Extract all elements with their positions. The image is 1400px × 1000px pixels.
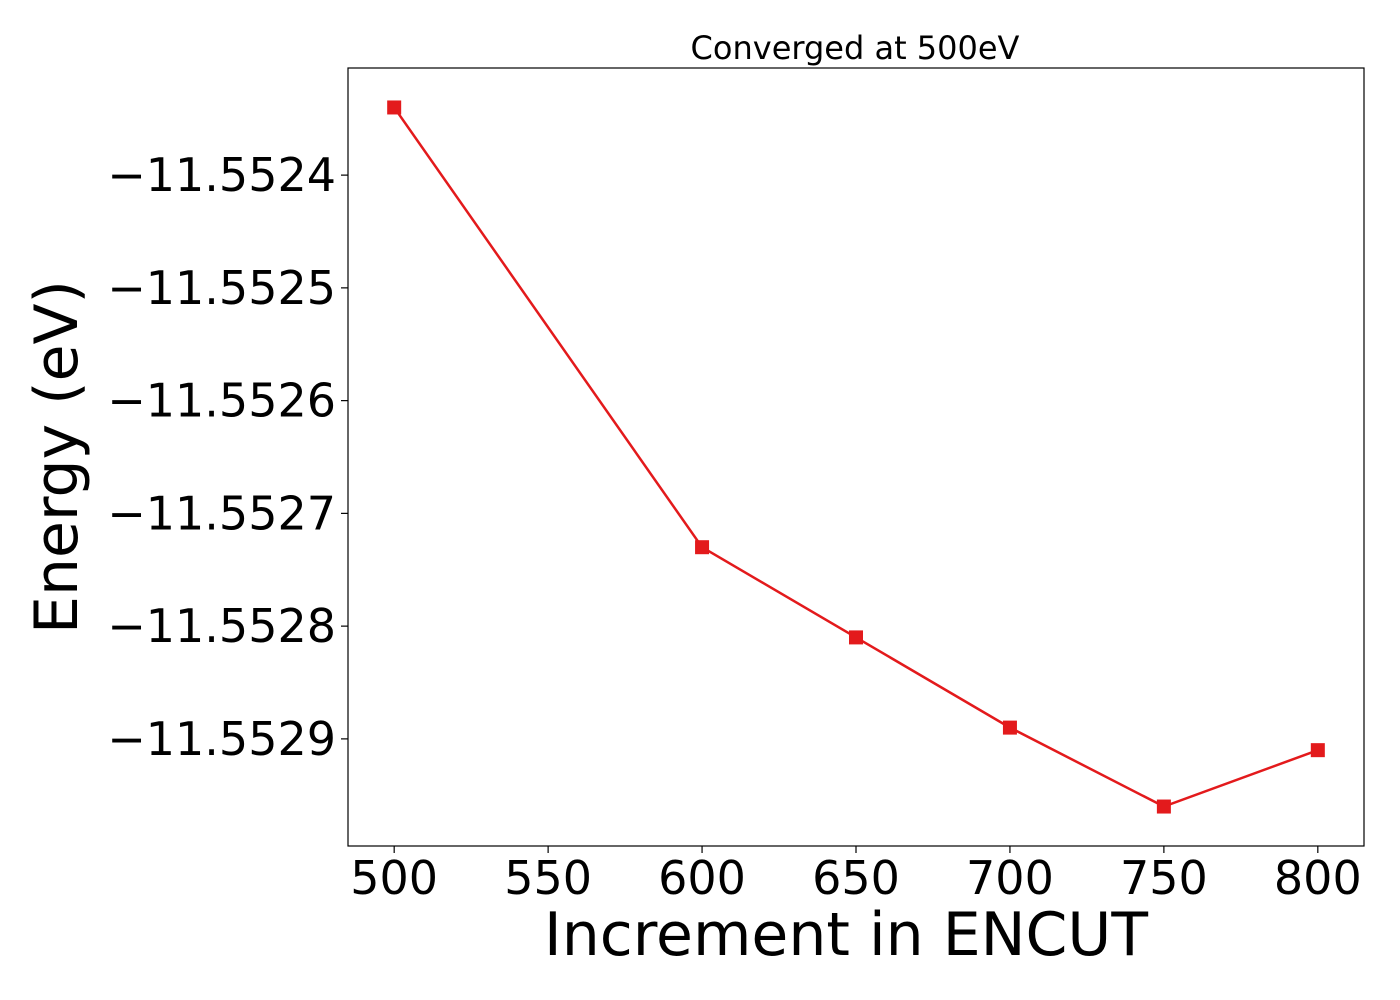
x-tick-label: 750 <box>1120 851 1208 905</box>
y-tick-label: −11.5527 <box>107 486 336 540</box>
data-point <box>695 540 710 555</box>
series-line <box>393 106 1319 808</box>
x-tick-label: 800 <box>1274 851 1362 905</box>
data-point <box>849 630 863 645</box>
data-point <box>1310 743 1325 758</box>
y-tick-label: −11.5526 <box>107 374 336 428</box>
chart-title: Converged at 500eV <box>691 29 1020 67</box>
y-axis: −11.5524 −11.5525 −11.5526 −11.5527 −11.5528… <box>107 148 348 766</box>
plot-area: 500 550 600 650 700 750 800 −11.5524−11.5525−1… <box>107 67 1365 905</box>
x-tick-label: 550 <box>504 851 592 905</box>
data-point <box>1156 799 1171 814</box>
x-tick-label: 700 <box>966 851 1054 905</box>
x-axis: 500 550 600 650 700 750 800 <box>350 846 1362 905</box>
y-axis-label: Energy (eV) <box>22 280 92 634</box>
x-axis-label: Increment in ENCUT <box>544 900 1148 970</box>
y-tick-label: −11.5528 <box>107 599 336 653</box>
data-point <box>387 100 402 115</box>
x-tick-label: 500 <box>350 851 438 905</box>
x-tick-label: 650 <box>812 851 900 905</box>
y-tick-label: −11.5525 <box>107 261 336 315</box>
y-tick-label: −11.5524 <box>107 148 336 202</box>
y-tick-label: −11.5529 <box>107 712 336 766</box>
data-point <box>1002 720 1017 735</box>
x-tick-label: 600 <box>658 851 746 905</box>
axes-frame <box>347 67 1365 847</box>
series-layer <box>387 100 1325 814</box>
